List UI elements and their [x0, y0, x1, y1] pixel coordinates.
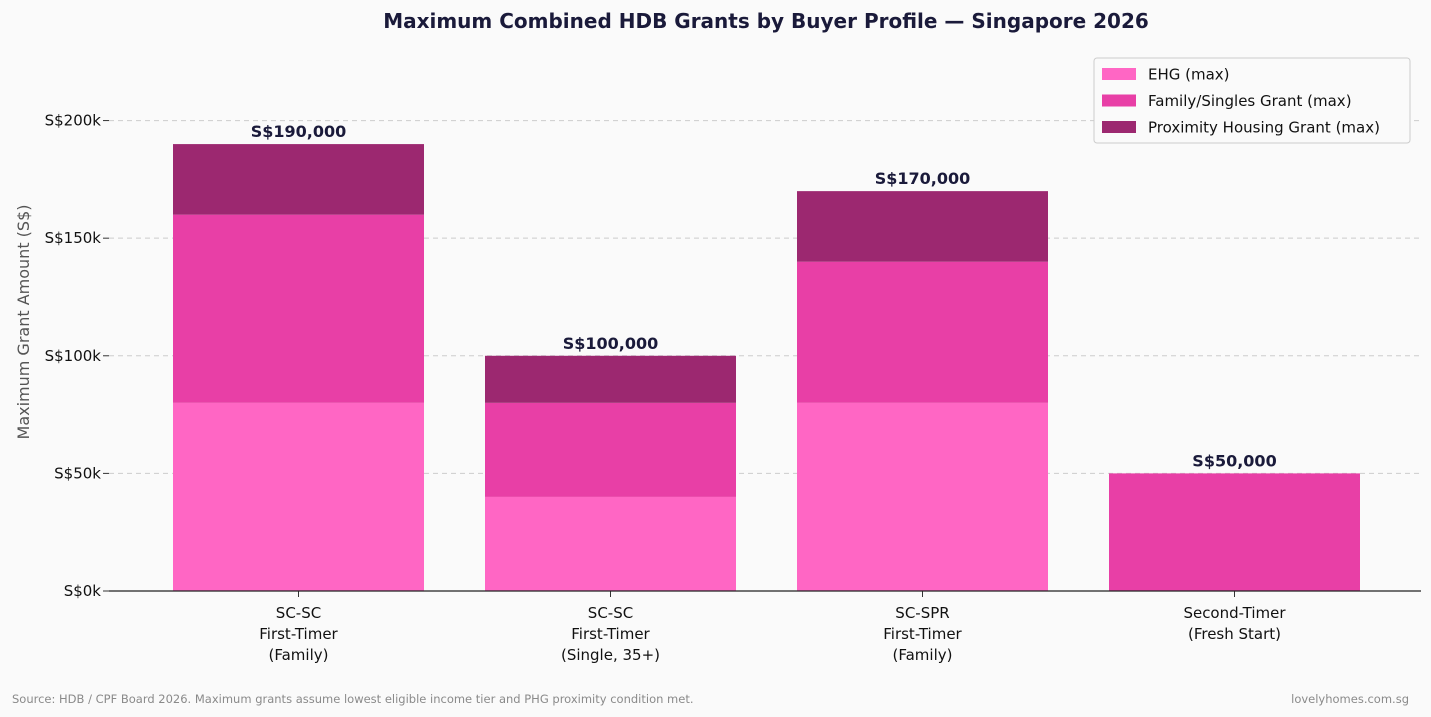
chart-title: Maximum Combined HDB Grants by Buyer Pro… [383, 9, 1149, 33]
x-tick-label: SC-SC First-Timer (Single, 35+) [561, 604, 660, 664]
bar-segment [797, 191, 1048, 262]
legend: EHG (max) Family/Singles Grant (max) Proxi… [1093, 57, 1411, 144]
bar-segment [485, 355, 736, 403]
y-tick-label: S$100k [45, 347, 102, 365]
site-credit: lovelyhomes.com.sg [1291, 692, 1409, 706]
legend-label: EHG (max) [1148, 66, 1230, 84]
legend-box [1093, 57, 1411, 144]
axes-layer: S$0k S$50k S$100k S$150k S$200k SC-SC First-Ti… [45, 112, 1421, 664]
bar-segment [797, 402, 1048, 591]
bar-segment [173, 402, 424, 591]
legend-swatch [1102, 68, 1136, 80]
bar-total-label: S$100,000 [563, 334, 659, 353]
x-tick-label: Second-Timer (Fresh Start) [1183, 604, 1286, 643]
bars-layer [173, 144, 1360, 591]
bar-total-label: S$50,000 [1192, 451, 1276, 470]
labels-layer: S$190,000 S$100,000 S$170,000 S$50,000 [251, 122, 1277, 470]
legend-label: Proximity Housing Grant (max) [1148, 119, 1380, 137]
bar-segment [173, 214, 424, 403]
legend-swatch [1102, 94, 1136, 107]
x-tick-label: SC-SC First-Timer (Family) [259, 604, 338, 664]
source-note: Source: HDB / CPF Board 2026. Maximum gr… [12, 692, 694, 706]
bar-segment [1109, 473, 1360, 591]
x-tick-label: SC-SPR First-Timer (Family) [883, 604, 962, 664]
legend-swatch [1102, 121, 1136, 133]
y-tick-label: S$0k [64, 582, 102, 600]
bar-segment [173, 144, 424, 215]
bar-segment [485, 402, 736, 497]
y-tick-label: S$50k [54, 464, 101, 482]
y-axis-title: Maximum Grant Amount (S$) [14, 205, 33, 440]
bar-total-label: S$190,000 [251, 122, 347, 141]
y-tick-label: S$200k [45, 112, 102, 130]
bar-segment [485, 496, 736, 591]
y-tick-label: S$150k [45, 229, 102, 247]
bar-total-label: S$170,000 [875, 169, 971, 188]
bar-segment [797, 261, 1048, 403]
legend-label: Family/Singles Grant (max) [1148, 92, 1352, 110]
